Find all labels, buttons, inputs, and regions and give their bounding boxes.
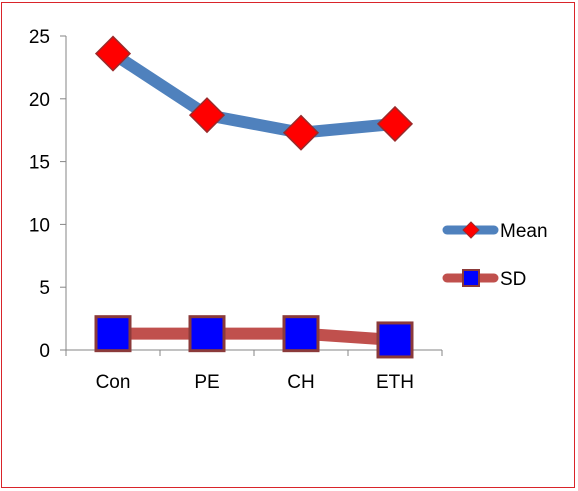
axes <box>60 35 443 356</box>
y-tick-label: 25 <box>29 27 50 48</box>
line-chart: 0 5 10 15 20 25 Con PE CH ETH Mean SD <box>29 27 548 393</box>
series-line-sd <box>107 327 401 346</box>
series-markers <box>94 35 414 359</box>
data-point-sd <box>94 315 132 353</box>
legend-marker-sd <box>462 269 480 287</box>
y-tick-label: 5 <box>39 278 50 299</box>
x-tick-label: PE <box>194 372 219 393</box>
data-point-sd <box>376 321 414 359</box>
y-tick-label: 0 <box>39 341 50 362</box>
data-point-mean <box>94 35 132 72</box>
tick-labels: 0 5 10 15 20 25 Con PE CH ETH <box>29 27 414 393</box>
x-tick-label: CH <box>287 372 314 393</box>
data-point-sd <box>282 315 320 353</box>
x-tick-label: ETH <box>376 372 414 393</box>
data-point-mean <box>282 114 320 151</box>
legend-label-mean: Mean <box>500 221 548 242</box>
y-tick-label: 20 <box>29 90 50 111</box>
data-point-mean <box>188 97 226 134</box>
legend-label-sd: SD <box>500 269 526 290</box>
y-tick-label: 10 <box>29 215 50 236</box>
y-tick-label: 15 <box>29 153 50 174</box>
data-point-sd <box>188 315 226 353</box>
legend-marker-mean <box>462 221 480 239</box>
x-tick-label: Con <box>96 372 131 393</box>
data-point-mean <box>376 105 414 142</box>
legend: Mean SD <box>442 221 548 290</box>
series-line-mean <box>107 47 401 139</box>
series-lines <box>107 47 401 346</box>
